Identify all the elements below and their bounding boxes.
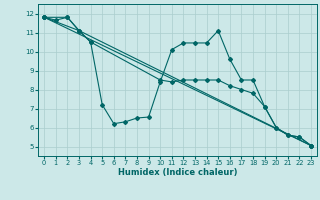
X-axis label: Humidex (Indice chaleur): Humidex (Indice chaleur) [118, 168, 237, 177]
